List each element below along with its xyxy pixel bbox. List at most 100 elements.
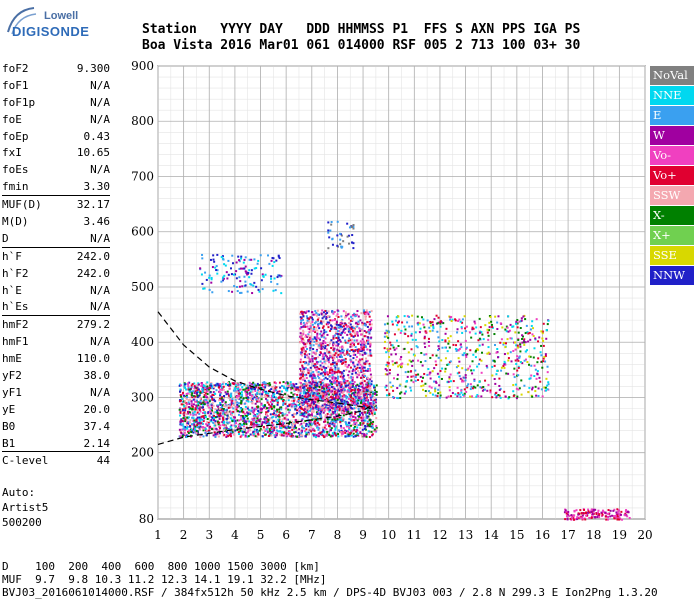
echo-point (344, 311, 347, 314)
echo-point (266, 426, 269, 429)
echo-point (350, 434, 353, 437)
echo-point (308, 353, 311, 356)
echo-point (340, 426, 343, 429)
echo-point (187, 385, 190, 388)
echo-point (320, 320, 323, 323)
echo-point (386, 315, 389, 318)
echo-point (235, 385, 238, 388)
echo-point (268, 382, 271, 385)
echo-point (342, 418, 345, 421)
echo-point (203, 390, 206, 393)
echo-point (245, 414, 248, 417)
echo-point (342, 374, 345, 377)
echo-point (400, 329, 403, 332)
echo-point (237, 431, 240, 434)
echo-point (259, 254, 262, 257)
echo-point (294, 412, 297, 415)
echo-point (303, 407, 306, 410)
echo-point (342, 414, 345, 417)
echo-point (179, 394, 182, 397)
echo-point (247, 412, 250, 415)
echo-point (363, 322, 366, 325)
echo-point (356, 325, 359, 328)
x-tick-label: 4 (231, 528, 239, 542)
echo-point (363, 351, 366, 354)
echo-point (214, 433, 217, 436)
echo-point (431, 393, 434, 396)
echo-point (471, 360, 474, 363)
echo-point (495, 395, 498, 398)
echo-point (366, 407, 369, 410)
echo-point (231, 412, 234, 415)
echo-point (310, 413, 313, 416)
echo-point (367, 313, 370, 316)
echo-point (252, 430, 255, 433)
echo-point (314, 401, 317, 404)
echo-point (305, 376, 308, 379)
echo-point (352, 363, 355, 366)
echo-point (315, 388, 318, 391)
echo-point (222, 411, 225, 414)
echo-point (308, 428, 311, 431)
echo-point (333, 370, 336, 373)
echo-point (337, 369, 340, 372)
echo-point (197, 433, 200, 436)
param-label: D (2, 231, 9, 245)
echo-point (196, 384, 199, 387)
echo-point (353, 365, 356, 368)
echo-point (334, 328, 337, 331)
echo-point (481, 389, 484, 392)
echo-point (293, 389, 296, 392)
echo-point (218, 417, 221, 420)
echo-point (364, 386, 367, 389)
echo-point (424, 346, 427, 349)
echo-point (534, 385, 537, 388)
echo-point (248, 386, 251, 389)
echo-point (253, 414, 256, 417)
echo-point (302, 342, 305, 345)
echo-point (528, 363, 531, 366)
echo-point (185, 397, 188, 400)
echo-point (514, 348, 517, 351)
echo-point (199, 391, 202, 394)
echo-point (292, 412, 295, 415)
echo-point (414, 338, 417, 341)
echo-point (375, 384, 378, 387)
echo-point (312, 328, 315, 331)
echo-point (193, 409, 196, 412)
echo-point (234, 382, 237, 385)
echo-point (360, 433, 363, 436)
echo-point (317, 395, 320, 398)
echo-point (264, 429, 267, 432)
echo-point (310, 385, 313, 388)
echo-point (470, 336, 473, 339)
echo-point (530, 324, 533, 327)
echo-point (221, 404, 224, 407)
echo-point (478, 337, 481, 340)
echo-point (237, 392, 240, 395)
echo-point (440, 321, 443, 324)
echo-point (276, 422, 279, 425)
echo-point (291, 387, 294, 390)
echo-point (316, 371, 319, 374)
echo-point (260, 394, 263, 397)
echo-point (231, 262, 234, 265)
echo-point (310, 328, 313, 331)
echo-point (314, 396, 317, 399)
echo-point (297, 431, 300, 434)
echo-point (512, 325, 515, 328)
echo-point (239, 393, 242, 396)
echo-point (524, 358, 527, 361)
echo-point (404, 390, 407, 393)
echo-point (512, 390, 515, 393)
echo-point (417, 379, 420, 382)
param-label: M(D) (2, 214, 29, 228)
echo-point (306, 385, 309, 388)
param-row: h`F2 242.0 (2, 265, 110, 282)
echo-point (339, 420, 342, 423)
echo-point (323, 347, 326, 350)
echo-point (184, 420, 187, 423)
echo-point (312, 364, 315, 367)
echo-point (504, 342, 507, 345)
echo-point (208, 274, 211, 277)
